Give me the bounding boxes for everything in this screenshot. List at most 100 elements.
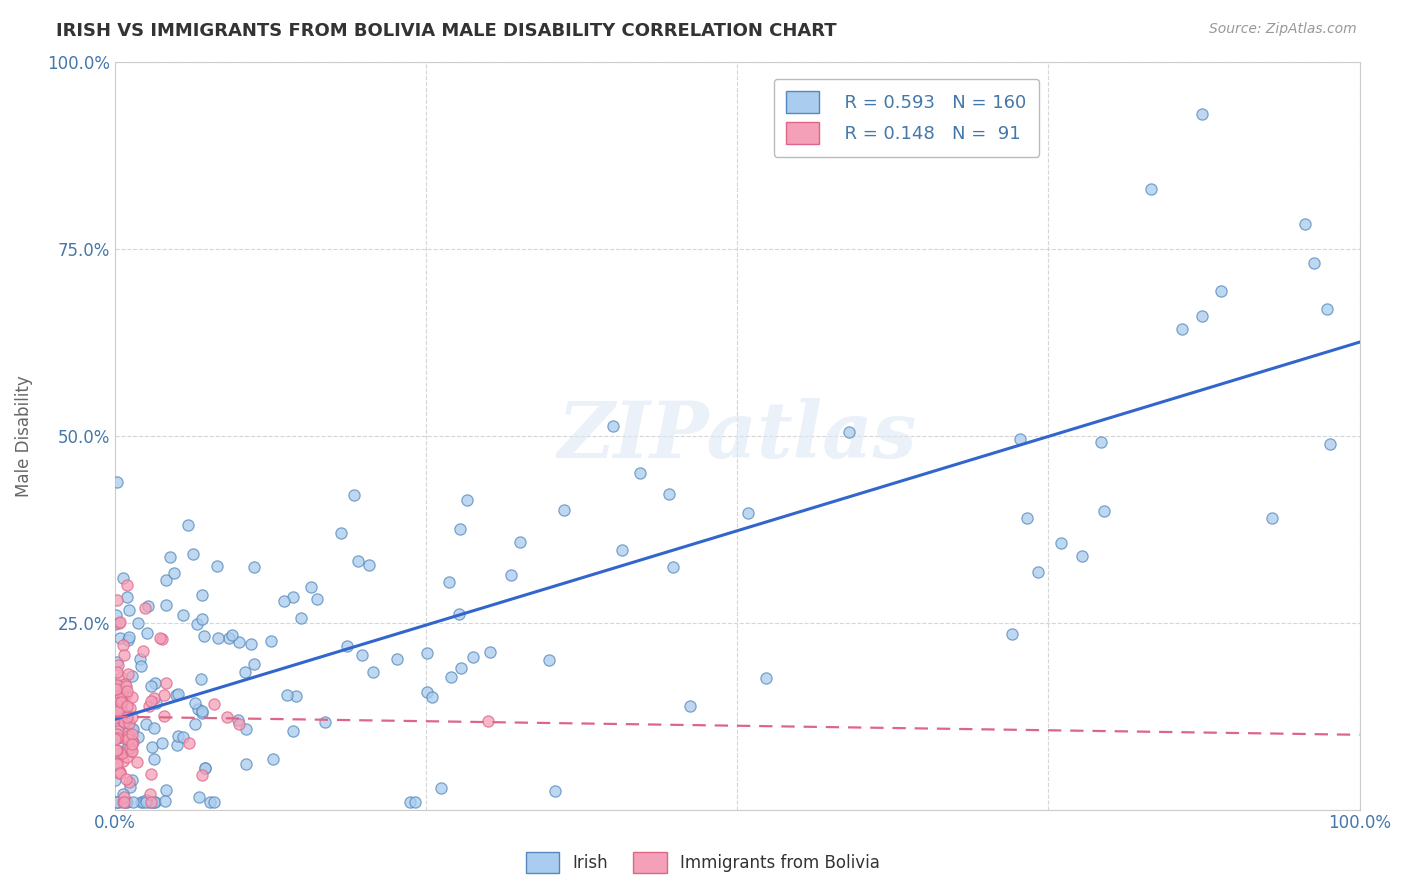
Point	[108, 710, 131, 724]
Point	[105, 743, 128, 757]
Point	[115, 795, 138, 809]
Point	[139, 795, 162, 809]
Point	[155, 783, 177, 797]
Point	[228, 634, 250, 648]
Point	[755, 671, 778, 685]
Point	[111, 713, 134, 727]
Point	[121, 722, 143, 736]
Point	[1209, 284, 1232, 298]
Point	[1026, 565, 1049, 579]
Point	[121, 734, 143, 748]
Point	[110, 698, 132, 712]
Point	[112, 795, 135, 809]
Point	[105, 696, 128, 710]
Point	[115, 679, 138, 693]
Point	[115, 731, 138, 746]
Point	[1191, 310, 1213, 324]
Point	[207, 632, 229, 646]
Point	[111, 794, 134, 808]
Point	[132, 795, 155, 809]
Point	[190, 672, 212, 686]
Point	[104, 731, 127, 746]
Point	[181, 547, 204, 561]
Point	[290, 611, 312, 625]
Point	[107, 746, 129, 760]
Point	[121, 690, 143, 704]
Point	[139, 679, 162, 693]
Point	[1191, 107, 1213, 121]
Point	[121, 737, 143, 751]
Point	[194, 761, 217, 775]
Point	[679, 698, 702, 713]
Point	[501, 568, 523, 582]
Point	[105, 665, 128, 680]
Point	[105, 743, 128, 757]
Point	[537, 653, 560, 667]
Point	[1316, 301, 1339, 316]
Point	[111, 746, 134, 760]
Point	[1302, 256, 1324, 270]
Point	[108, 706, 131, 721]
Point	[1094, 504, 1116, 518]
Point	[136, 626, 159, 640]
Point	[186, 617, 208, 632]
Point	[1170, 322, 1192, 336]
Point	[167, 687, 190, 701]
Point	[142, 795, 165, 809]
Point	[107, 615, 129, 630]
Point	[143, 752, 166, 766]
Point	[115, 590, 138, 604]
Point	[1010, 432, 1032, 446]
Point	[330, 526, 353, 541]
Point	[307, 592, 329, 607]
Point	[121, 727, 143, 741]
Point	[1050, 536, 1073, 550]
Point	[108, 690, 131, 705]
Point	[187, 702, 209, 716]
Point	[285, 689, 308, 703]
Point	[117, 578, 139, 592]
Point	[456, 492, 478, 507]
Point	[112, 714, 135, 729]
Point	[343, 488, 366, 502]
Point	[117, 684, 139, 698]
Text: ZIPatlas: ZIPatlas	[557, 398, 917, 474]
Point	[143, 795, 166, 809]
Point	[121, 669, 143, 683]
Point	[228, 717, 250, 731]
Point	[114, 677, 136, 691]
Point	[188, 790, 211, 805]
Point	[143, 721, 166, 735]
Point	[179, 736, 201, 750]
Point	[120, 744, 142, 758]
Point	[141, 795, 163, 809]
Point	[198, 795, 221, 809]
Point	[184, 696, 207, 710]
Point	[107, 702, 129, 716]
Point	[553, 503, 575, 517]
Point	[191, 768, 214, 782]
Point	[128, 652, 150, 666]
Point	[602, 419, 624, 434]
Point	[628, 466, 651, 480]
Point	[155, 573, 177, 587]
Point	[1090, 434, 1112, 449]
Point	[450, 661, 472, 675]
Point	[110, 704, 132, 718]
Point	[115, 698, 138, 713]
Point	[1261, 511, 1284, 525]
Point	[121, 744, 143, 758]
Point	[107, 795, 129, 809]
Point	[243, 657, 266, 671]
Point	[145, 696, 167, 710]
Point	[108, 703, 131, 717]
Point	[155, 598, 177, 612]
Point	[159, 549, 181, 564]
Point	[191, 704, 214, 718]
Point	[127, 755, 149, 769]
Point	[129, 659, 152, 673]
Legend:   R = 0.593   N = 160,   R = 0.148   N =  91: R = 0.593 N = 160, R = 0.148 N = 91	[773, 78, 1039, 157]
Point	[115, 708, 138, 723]
Point	[226, 713, 249, 727]
Point	[118, 780, 141, 794]
